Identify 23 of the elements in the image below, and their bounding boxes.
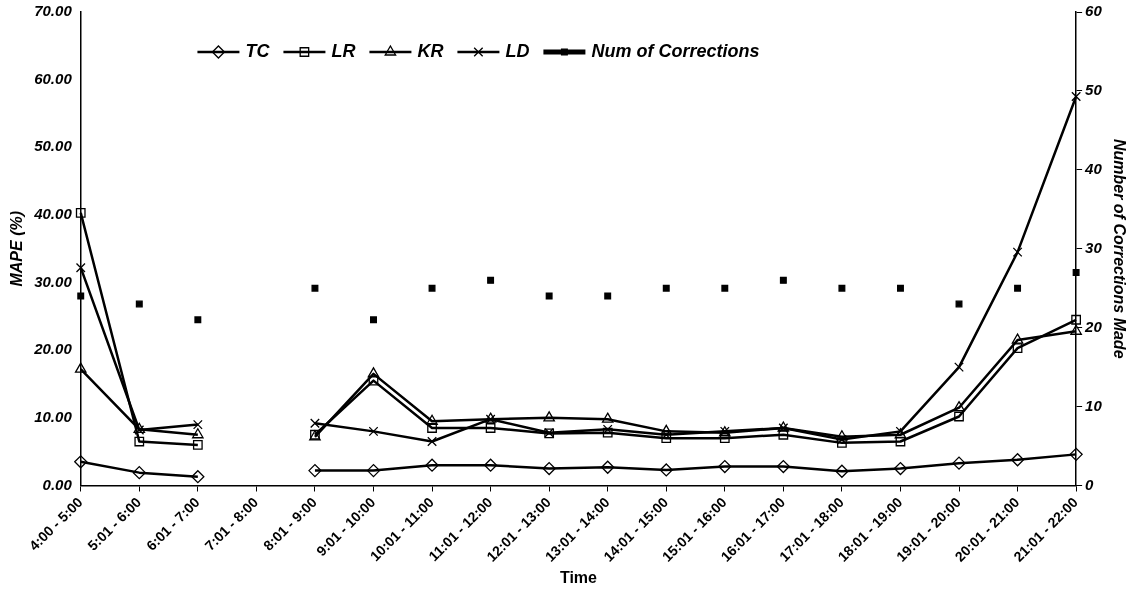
x-axis-title: Time [559, 568, 598, 586]
y2-tick-label: 40 [1084, 159, 1103, 177]
y-tick-label: 70.00 [34, 2, 73, 20]
legend-label: LD [505, 40, 530, 61]
y-tick-label: 10.00 [34, 407, 73, 425]
y2-tick-label: 30 [1085, 238, 1103, 256]
legend-label: LR [331, 40, 356, 61]
y2-tick-label: 50 [1085, 81, 1103, 99]
legend-label: Num of Corrections [591, 40, 760, 61]
y2-tick-label: 20 [1084, 317, 1103, 335]
y-tick-label: 60.00 [34, 69, 73, 87]
y2-tick-label: 0 [1085, 475, 1095, 493]
y-tick-label: 50.00 [34, 137, 73, 155]
y-tick-label: 0.00 [42, 475, 73, 493]
y-tick-label: 20.00 [33, 340, 73, 358]
y2-tick-label: 60 [1085, 2, 1103, 20]
y-tick-label: 40.00 [33, 205, 73, 223]
legend-label: KR [417, 40, 444, 61]
y2-tick-label: 10 [1085, 396, 1103, 414]
y-axis-title: MAPE (%) [8, 210, 26, 287]
legend-label: TC [245, 40, 271, 61]
y2-axis-title: Number of Corrections Made [1110, 138, 1128, 359]
y-tick-label: 30.00 [34, 272, 73, 290]
